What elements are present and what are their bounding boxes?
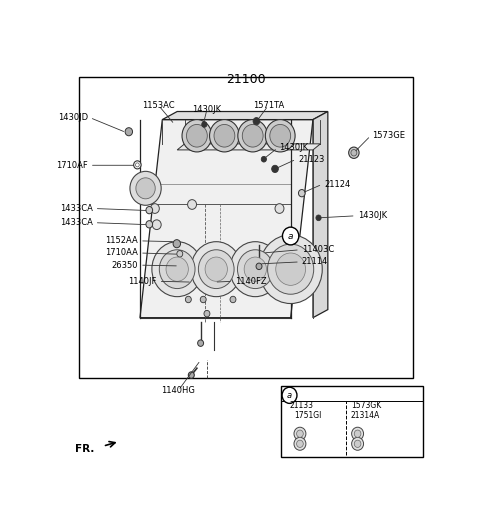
Text: 11403C: 11403C <box>302 245 334 254</box>
Circle shape <box>354 440 361 447</box>
Circle shape <box>133 161 141 169</box>
Circle shape <box>294 427 306 440</box>
Text: 26350: 26350 <box>112 260 138 270</box>
Circle shape <box>272 165 278 173</box>
Circle shape <box>230 242 281 297</box>
Circle shape <box>242 124 263 147</box>
Circle shape <box>159 250 195 289</box>
Circle shape <box>185 296 192 303</box>
Circle shape <box>294 437 306 450</box>
Circle shape <box>152 220 161 229</box>
Circle shape <box>282 387 297 403</box>
Text: 1433CA: 1433CA <box>60 218 93 227</box>
Text: 21124: 21124 <box>324 180 350 189</box>
Circle shape <box>259 235 322 303</box>
Circle shape <box>267 244 314 294</box>
Text: 1573GE: 1573GE <box>372 131 406 140</box>
Polygon shape <box>177 144 321 150</box>
Text: 1573GK: 1573GK <box>351 401 381 411</box>
Circle shape <box>173 259 183 271</box>
Text: 1140JF: 1140JF <box>128 277 156 286</box>
Circle shape <box>256 263 262 269</box>
Circle shape <box>186 124 207 147</box>
Circle shape <box>275 204 284 213</box>
Circle shape <box>352 427 363 440</box>
Circle shape <box>210 120 240 152</box>
Circle shape <box>244 257 266 281</box>
Circle shape <box>188 200 196 209</box>
Circle shape <box>146 220 153 228</box>
Circle shape <box>150 204 159 213</box>
Polygon shape <box>313 111 328 318</box>
Circle shape <box>214 124 235 147</box>
Circle shape <box>136 178 155 199</box>
Circle shape <box>191 242 241 297</box>
Circle shape <box>352 437 363 450</box>
Circle shape <box>205 257 228 281</box>
Text: 1430JK: 1430JK <box>358 211 387 220</box>
Text: 1430JK: 1430JK <box>279 143 309 152</box>
Circle shape <box>238 120 267 152</box>
Circle shape <box>200 296 206 303</box>
Text: a: a <box>288 232 293 240</box>
Text: 21133: 21133 <box>290 401 314 411</box>
Text: 21114: 21114 <box>302 257 328 266</box>
Text: 1430JD: 1430JD <box>58 113 88 122</box>
Circle shape <box>177 250 183 257</box>
Text: 1571TA: 1571TA <box>252 101 284 110</box>
Text: a: a <box>287 391 292 400</box>
Text: 1140FZ: 1140FZ <box>235 277 266 286</box>
Text: 21123: 21123 <box>298 155 324 164</box>
Circle shape <box>316 215 321 220</box>
Circle shape <box>130 171 161 205</box>
Circle shape <box>354 430 361 437</box>
Text: 1751GI: 1751GI <box>294 412 322 421</box>
Circle shape <box>299 190 305 197</box>
Circle shape <box>282 227 299 245</box>
Circle shape <box>261 156 266 162</box>
Circle shape <box>230 296 236 303</box>
Circle shape <box>198 340 204 346</box>
Text: 1430JK: 1430JK <box>192 105 221 114</box>
Text: 21314A: 21314A <box>351 412 380 421</box>
Circle shape <box>125 128 132 136</box>
Circle shape <box>166 257 188 281</box>
Circle shape <box>276 253 305 286</box>
Circle shape <box>204 310 210 317</box>
Bar <box>281 386 423 457</box>
Text: FR.: FR. <box>75 444 94 454</box>
Circle shape <box>297 440 303 447</box>
Circle shape <box>297 430 303 437</box>
Polygon shape <box>162 111 328 120</box>
Bar <box>79 77 413 379</box>
Circle shape <box>348 147 359 159</box>
Text: 1433CA: 1433CA <box>60 204 93 213</box>
Text: 1710AF: 1710AF <box>56 161 88 170</box>
Text: 1140HG: 1140HG <box>161 386 195 395</box>
Circle shape <box>351 150 357 156</box>
Circle shape <box>173 239 180 248</box>
Text: 1153AC: 1153AC <box>142 101 175 110</box>
Circle shape <box>270 124 290 147</box>
Circle shape <box>238 250 273 289</box>
Circle shape <box>182 120 212 152</box>
Text: 1152AA: 1152AA <box>106 236 138 245</box>
Circle shape <box>198 250 234 289</box>
Circle shape <box>253 118 260 125</box>
Circle shape <box>146 206 153 214</box>
Polygon shape <box>140 120 313 318</box>
Circle shape <box>202 122 207 127</box>
Text: 1710AA: 1710AA <box>105 248 138 257</box>
Text: 21100: 21100 <box>226 73 266 86</box>
Circle shape <box>152 242 203 297</box>
Circle shape <box>188 372 194 379</box>
Circle shape <box>265 120 295 152</box>
